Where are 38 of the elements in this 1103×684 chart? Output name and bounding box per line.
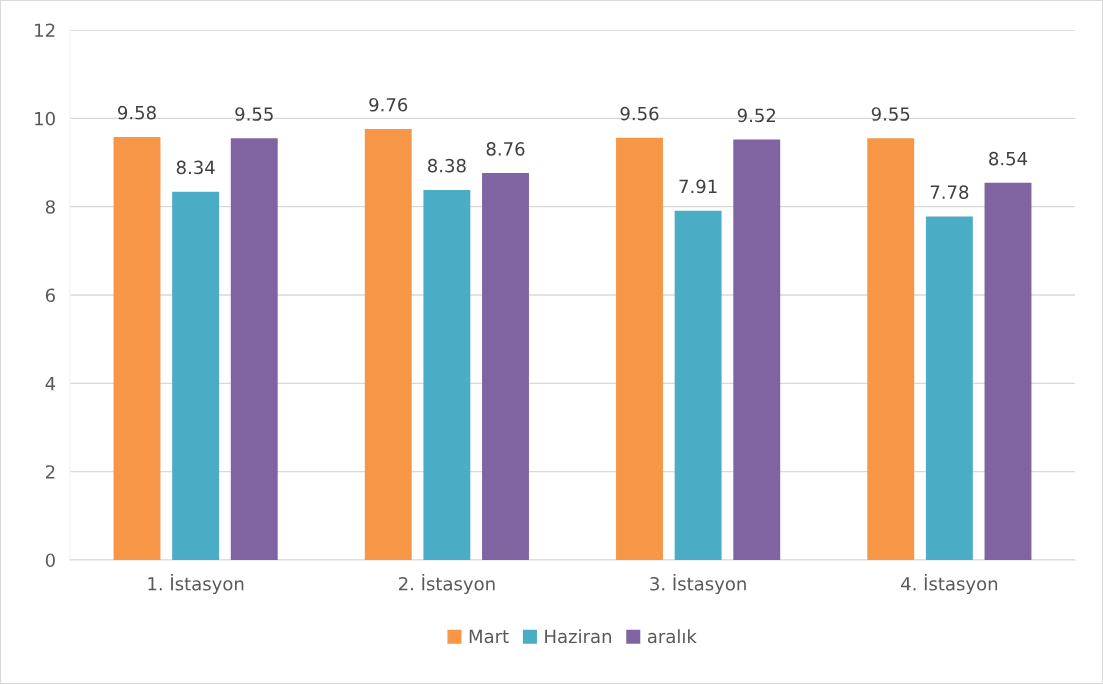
data-label: 8.34 [176,160,215,175]
data-label: 8.38 [428,158,466,173]
x-tick-label: 1. İstasyon [148,573,244,595]
data-label: 7.78 [930,185,969,199]
bar [230,138,278,560]
y-tick-label: 10 [35,111,55,126]
legend-label: Haziran [545,629,611,644]
bar [113,136,161,560]
legend-label: Mart [469,629,509,644]
bar [733,139,781,560]
bar [616,137,663,560]
bar [674,210,722,560]
bar [925,216,973,560]
data-label: 9.76 [369,97,408,112]
x-tick-label: 3. İstasyon [650,573,746,595]
data-label: 7.91 [679,179,717,194]
bar [423,189,471,560]
data-label: 9.55 [235,107,273,121]
y-tick-label: 2 [45,465,55,479]
bar [984,182,1032,560]
data-label: 9.58 [118,105,156,120]
data-label: 9.56 [620,106,659,121]
bar [364,128,412,560]
data-label: 8.54 [989,151,1028,166]
y-tick-label: 6 [45,288,55,303]
bar [172,191,220,560]
y-tick-label: 4 [45,377,56,391]
y-tick-label: 8 [45,200,55,214]
data-label: 9.55 [871,107,910,121]
y-tick-label: 12 [35,23,55,37]
x-tick-label: 2. İstasyon [398,573,495,595]
data-label: 8.76 [486,142,525,156]
legend-label: aralık [647,629,697,644]
bar [867,138,915,560]
data-label: 9.52 [737,108,776,123]
x-tick-label: 4. İstasyon [901,573,998,595]
y-tick-label: 0 [45,553,55,568]
bar [482,173,529,560]
